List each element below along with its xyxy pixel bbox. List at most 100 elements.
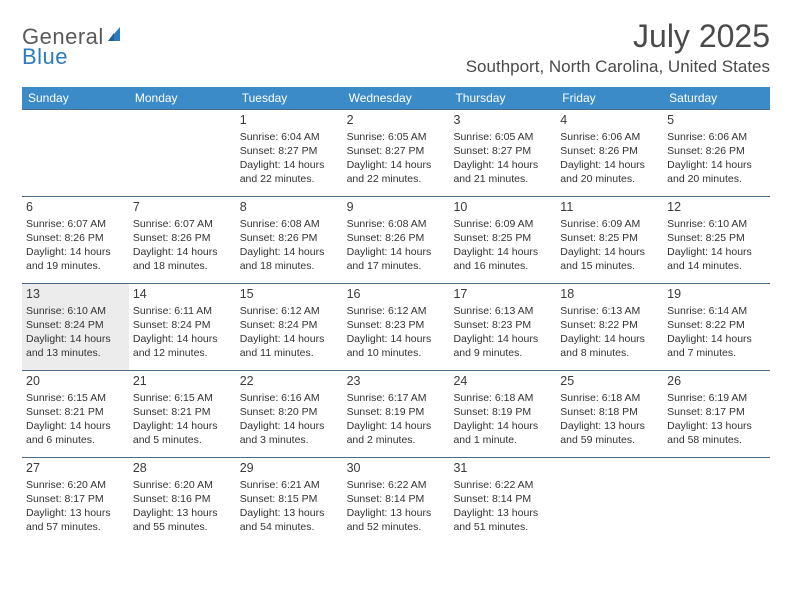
sunrise-text: Sunrise: 6:05 AM (453, 130, 552, 144)
day-cell: 17Sunrise: 6:13 AMSunset: 8:23 PMDayligh… (449, 284, 556, 370)
sunrise-text: Sunrise: 6:18 AM (453, 391, 552, 405)
day-number: 29 (240, 460, 339, 478)
empty-cell (22, 110, 129, 196)
daylight-text: Daylight: 13 hours and 55 minutes. (133, 506, 232, 534)
sunset-text: Sunset: 8:27 PM (240, 144, 339, 158)
logo-sail-icon (106, 25, 126, 50)
day-cell: 6Sunrise: 6:07 AMSunset: 8:26 PMDaylight… (22, 197, 129, 283)
daylight-text: Daylight: 14 hours and 17 minutes. (347, 245, 446, 273)
logo-line2: Blue (22, 44, 68, 70)
sunrise-text: Sunrise: 6:04 AM (240, 130, 339, 144)
sunrise-text: Sunrise: 6:20 AM (133, 478, 232, 492)
daylight-text: Daylight: 14 hours and 8 minutes. (560, 332, 659, 360)
sunrise-text: Sunrise: 6:06 AM (560, 130, 659, 144)
daylight-text: Daylight: 14 hours and 15 minutes. (560, 245, 659, 273)
daylight-text: Daylight: 13 hours and 51 minutes. (453, 506, 552, 534)
day-cell: 18Sunrise: 6:13 AMSunset: 8:22 PMDayligh… (556, 284, 663, 370)
day-number: 27 (26, 460, 125, 478)
daylight-text: Daylight: 14 hours and 13 minutes. (26, 332, 125, 360)
sunset-text: Sunset: 8:25 PM (560, 231, 659, 245)
sunset-text: Sunset: 8:24 PM (133, 318, 232, 332)
day-cell: 8Sunrise: 6:08 AMSunset: 8:26 PMDaylight… (236, 197, 343, 283)
sunset-text: Sunset: 8:18 PM (560, 405, 659, 419)
daylight-text: Daylight: 14 hours and 11 minutes. (240, 332, 339, 360)
sunrise-text: Sunrise: 6:05 AM (347, 130, 446, 144)
day-cell: 1Sunrise: 6:04 AMSunset: 8:27 PMDaylight… (236, 110, 343, 196)
daylight-text: Daylight: 14 hours and 18 minutes. (240, 245, 339, 273)
day-cell: 9Sunrise: 6:08 AMSunset: 8:26 PMDaylight… (343, 197, 450, 283)
day-cell: 30Sunrise: 6:22 AMSunset: 8:14 PMDayligh… (343, 458, 450, 544)
day-cell: 16Sunrise: 6:12 AMSunset: 8:23 PMDayligh… (343, 284, 450, 370)
sunset-text: Sunset: 8:20 PM (240, 405, 339, 419)
day-cell: 7Sunrise: 6:07 AMSunset: 8:26 PMDaylight… (129, 197, 236, 283)
day-number: 7 (133, 199, 232, 217)
daylight-text: Daylight: 14 hours and 18 minutes. (133, 245, 232, 273)
daylight-text: Daylight: 14 hours and 9 minutes. (453, 332, 552, 360)
day-cell: 19Sunrise: 6:14 AMSunset: 8:22 PMDayligh… (663, 284, 770, 370)
day-number: 22 (240, 373, 339, 391)
day-cell: 28Sunrise: 6:20 AMSunset: 8:16 PMDayligh… (129, 458, 236, 544)
sunset-text: Sunset: 8:27 PM (347, 144, 446, 158)
day-number: 16 (347, 286, 446, 304)
day-cell: 21Sunrise: 6:15 AMSunset: 8:21 PMDayligh… (129, 371, 236, 457)
sunrise-text: Sunrise: 6:06 AM (667, 130, 766, 144)
day-number: 10 (453, 199, 552, 217)
daylight-text: Daylight: 14 hours and 20 minutes. (667, 158, 766, 186)
day-number: 6 (26, 199, 125, 217)
sunrise-text: Sunrise: 6:15 AM (133, 391, 232, 405)
sunrise-text: Sunrise: 6:07 AM (133, 217, 232, 231)
daylight-text: Daylight: 14 hours and 7 minutes. (667, 332, 766, 360)
day-number: 26 (667, 373, 766, 391)
day-cell: 14Sunrise: 6:11 AMSunset: 8:24 PMDayligh… (129, 284, 236, 370)
day-number: 21 (133, 373, 232, 391)
sunset-text: Sunset: 8:23 PM (453, 318, 552, 332)
daylight-text: Daylight: 13 hours and 52 minutes. (347, 506, 446, 534)
day-of-week-label: Thursday (449, 87, 556, 109)
sunrise-text: Sunrise: 6:08 AM (347, 217, 446, 231)
sunset-text: Sunset: 8:16 PM (133, 492, 232, 506)
sunrise-text: Sunrise: 6:21 AM (240, 478, 339, 492)
week-row: 6Sunrise: 6:07 AMSunset: 8:26 PMDaylight… (22, 196, 770, 283)
daylight-text: Daylight: 14 hours and 1 minute. (453, 419, 552, 447)
day-number: 2 (347, 112, 446, 130)
sunset-text: Sunset: 8:14 PM (347, 492, 446, 506)
week-row: 13Sunrise: 6:10 AMSunset: 8:24 PMDayligh… (22, 283, 770, 370)
title-block: July 2025 Southport, North Carolina, Uni… (466, 18, 770, 77)
day-of-week-label: Wednesday (343, 87, 450, 109)
day-number: 17 (453, 286, 552, 304)
sunset-text: Sunset: 8:15 PM (240, 492, 339, 506)
day-of-week-label: Monday (129, 87, 236, 109)
day-number: 11 (560, 199, 659, 217)
day-number: 14 (133, 286, 232, 304)
day-cell: 25Sunrise: 6:18 AMSunset: 8:18 PMDayligh… (556, 371, 663, 457)
sunset-text: Sunset: 8:25 PM (453, 231, 552, 245)
week-row: 1Sunrise: 6:04 AMSunset: 8:27 PMDaylight… (22, 109, 770, 196)
sunrise-text: Sunrise: 6:09 AM (560, 217, 659, 231)
day-cell: 5Sunrise: 6:06 AMSunset: 8:26 PMDaylight… (663, 110, 770, 196)
sunrise-text: Sunrise: 6:13 AM (560, 304, 659, 318)
sunset-text: Sunset: 8:26 PM (560, 144, 659, 158)
month-title: July 2025 (466, 18, 770, 55)
day-of-week-header: SundayMondayTuesdayWednesdayThursdayFrid… (22, 87, 770, 109)
sunrise-text: Sunrise: 6:17 AM (347, 391, 446, 405)
day-cell: 4Sunrise: 6:06 AMSunset: 8:26 PMDaylight… (556, 110, 663, 196)
day-cell: 23Sunrise: 6:17 AMSunset: 8:19 PMDayligh… (343, 371, 450, 457)
day-number: 20 (26, 373, 125, 391)
sunset-text: Sunset: 8:21 PM (133, 405, 232, 419)
sunrise-text: Sunrise: 6:07 AM (26, 217, 125, 231)
sunset-text: Sunset: 8:26 PM (133, 231, 232, 245)
location-subtitle: Southport, North Carolina, United States (466, 57, 770, 77)
day-cell: 3Sunrise: 6:05 AMSunset: 8:27 PMDaylight… (449, 110, 556, 196)
sunrise-text: Sunrise: 6:22 AM (347, 478, 446, 492)
day-cell: 12Sunrise: 6:10 AMSunset: 8:25 PMDayligh… (663, 197, 770, 283)
sunrise-text: Sunrise: 6:20 AM (26, 478, 125, 492)
daylight-text: Daylight: 14 hours and 5 minutes. (133, 419, 232, 447)
day-number: 23 (347, 373, 446, 391)
sunset-text: Sunset: 8:14 PM (453, 492, 552, 506)
daylight-text: Daylight: 14 hours and 14 minutes. (667, 245, 766, 273)
day-cell: 15Sunrise: 6:12 AMSunset: 8:24 PMDayligh… (236, 284, 343, 370)
sunrise-text: Sunrise: 6:12 AM (347, 304, 446, 318)
daylight-text: Daylight: 13 hours and 57 minutes. (26, 506, 125, 534)
day-number: 30 (347, 460, 446, 478)
day-number: 4 (560, 112, 659, 130)
